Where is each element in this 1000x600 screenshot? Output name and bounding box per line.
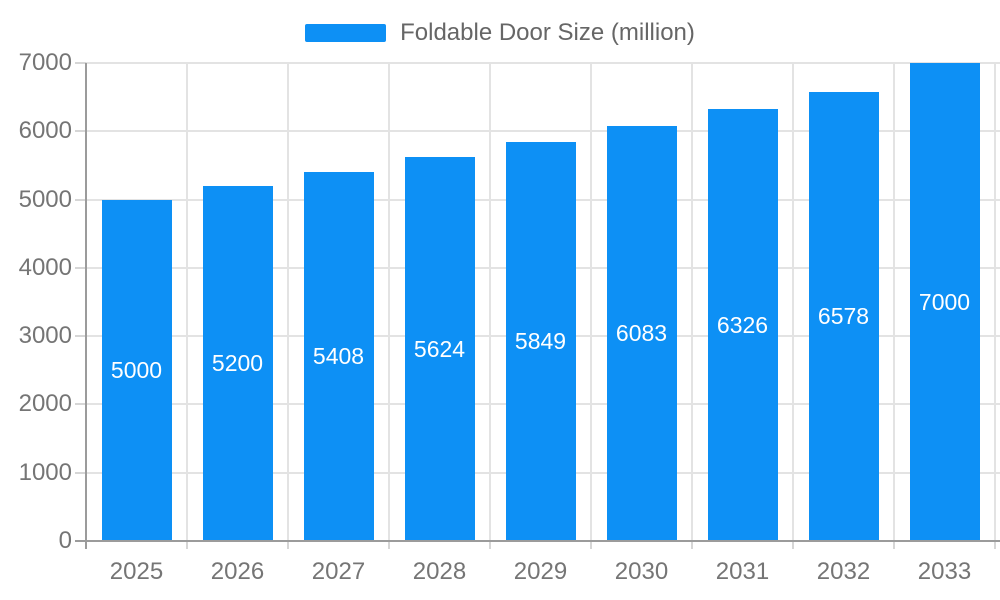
legend-item[interactable]: Foldable Door Size (million)	[0, 14, 1000, 52]
x-axis-tick	[994, 541, 996, 549]
legend-swatch	[305, 24, 387, 42]
bar-value-label: 5408	[312, 343, 365, 370]
x-axis-line	[75, 540, 1000, 542]
x-gridline	[186, 63, 188, 541]
x-axis-label: 2033	[917, 558, 972, 585]
y-axis-label: 3000	[18, 322, 72, 350]
y-axis-tick	[75, 198, 86, 201]
y-gridline	[86, 62, 1000, 64]
x-gridline	[691, 63, 693, 541]
bar[interactable]	[707, 109, 778, 541]
y-axis-label: 1000	[18, 458, 72, 486]
bar[interactable]	[101, 199, 172, 541]
x-axis-tick	[792, 541, 794, 549]
x-axis-tick	[893, 541, 895, 549]
bar-value-label: 6578	[817, 303, 870, 330]
y-axis-label: 0	[58, 527, 72, 554]
x-axis-tick	[691, 541, 693, 549]
y-axis-label: 2000	[18, 390, 72, 418]
x-gridline	[590, 63, 592, 541]
x-axis-tick	[388, 541, 390, 549]
bar[interactable]	[808, 91, 879, 541]
x-axis-tick	[186, 541, 188, 549]
bar[interactable]	[202, 185, 273, 541]
y-axis-tick	[75, 335, 86, 338]
x-axis-label: 2031	[715, 558, 770, 585]
bar[interactable]	[303, 171, 374, 541]
bar[interactable]	[909, 63, 980, 541]
x-axis-label: 2028	[412, 558, 467, 585]
y-axis-tick	[75, 403, 86, 406]
x-gridline	[994, 63, 996, 541]
y-axis-tick	[75, 62, 86, 64]
legend-label: Foldable Door Size (million)	[400, 19, 695, 46]
x-axis-label: 2025	[109, 558, 164, 585]
bar-value-label: 5849	[514, 328, 567, 355]
bar[interactable]	[505, 141, 576, 541]
x-axis-label: 2029	[513, 558, 568, 585]
bar-value-label: 5624	[413, 335, 466, 362]
bar-value-label: 6083	[615, 320, 668, 347]
x-axis-label: 2026	[210, 558, 265, 585]
y-gridline	[86, 130, 1000, 133]
x-axis-tick	[287, 541, 289, 549]
x-axis-tick	[489, 541, 491, 549]
x-axis-label: 2027	[311, 558, 366, 585]
x-gridline	[287, 63, 289, 541]
bar[interactable]	[606, 125, 677, 541]
x-axis-label: 2030	[614, 558, 669, 585]
x-axis-label: 2032	[816, 558, 871, 585]
y-axis-tick	[75, 130, 86, 133]
bar-value-label: 7000	[918, 289, 971, 315]
y-axis-label: 5000	[18, 185, 72, 213]
y-axis-label: 7000	[18, 49, 72, 76]
y-axis-label: 6000	[18, 117, 72, 145]
bar-value-label: 5000	[110, 357, 163, 384]
bar-value-label: 6326	[716, 312, 769, 338]
y-axis-tick	[75, 471, 86, 474]
x-axis-tick	[590, 541, 592, 549]
y-axis-label: 4000	[18, 253, 72, 281]
bar-value-label: 5200	[211, 350, 264, 377]
x-gridline	[489, 63, 491, 541]
x-gridline	[893, 63, 895, 541]
x-gridline	[388, 63, 390, 541]
y-axis-line	[85, 63, 87, 549]
x-gridline	[792, 63, 794, 541]
y-axis-tick	[75, 266, 86, 269]
bar[interactable]	[404, 156, 475, 541]
